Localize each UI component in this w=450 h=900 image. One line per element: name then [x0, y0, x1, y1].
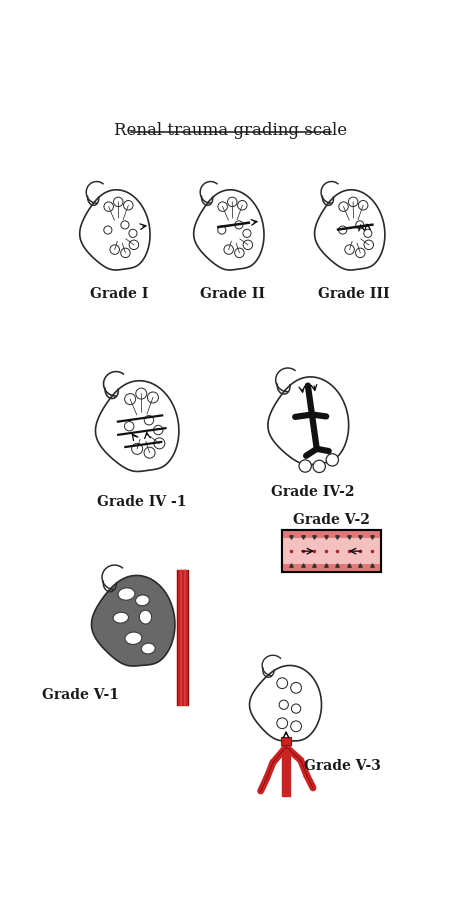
Circle shape — [277, 718, 288, 729]
Circle shape — [218, 226, 226, 234]
Circle shape — [110, 245, 119, 255]
Circle shape — [234, 248, 244, 257]
Ellipse shape — [125, 632, 142, 644]
Polygon shape — [80, 190, 150, 270]
Polygon shape — [194, 190, 264, 270]
Circle shape — [339, 202, 348, 211]
Text: Grade III: Grade III — [318, 286, 390, 301]
Polygon shape — [284, 420, 342, 461]
Circle shape — [144, 447, 155, 458]
FancyBboxPatch shape — [282, 538, 381, 563]
Circle shape — [154, 438, 165, 449]
Circle shape — [132, 444, 143, 454]
Circle shape — [125, 421, 134, 431]
Circle shape — [113, 197, 123, 207]
Polygon shape — [91, 575, 175, 666]
Text: Grade I: Grade I — [90, 286, 148, 301]
Circle shape — [235, 220, 243, 229]
Circle shape — [348, 197, 358, 207]
Text: Grade II: Grade II — [200, 286, 266, 301]
Circle shape — [339, 226, 347, 234]
Text: Grade IV -1: Grade IV -1 — [97, 495, 187, 509]
Circle shape — [129, 240, 139, 249]
Polygon shape — [366, 215, 380, 256]
Circle shape — [313, 460, 325, 473]
Circle shape — [129, 230, 137, 238]
Text: Renal trauma grading scale: Renal trauma grading scale — [114, 122, 347, 139]
Circle shape — [104, 202, 113, 211]
Circle shape — [148, 392, 158, 403]
Circle shape — [326, 454, 338, 466]
Circle shape — [238, 201, 247, 210]
Polygon shape — [249, 665, 321, 741]
Polygon shape — [315, 190, 385, 270]
Circle shape — [291, 682, 302, 693]
Text: Grade V-1: Grade V-1 — [42, 688, 119, 702]
Text: Grade IV-2: Grade IV-2 — [271, 485, 355, 500]
Circle shape — [224, 245, 234, 255]
Circle shape — [144, 416, 154, 425]
Circle shape — [136, 388, 147, 399]
Ellipse shape — [118, 588, 135, 600]
Ellipse shape — [113, 612, 129, 623]
Circle shape — [228, 197, 237, 207]
Text: Grade V-3: Grade V-3 — [304, 759, 381, 772]
Circle shape — [356, 220, 364, 229]
Ellipse shape — [141, 644, 155, 654]
Circle shape — [243, 230, 251, 238]
Circle shape — [277, 678, 288, 688]
Ellipse shape — [140, 610, 152, 624]
Circle shape — [292, 704, 301, 713]
Polygon shape — [268, 377, 349, 464]
Polygon shape — [248, 211, 261, 246]
Circle shape — [153, 426, 163, 435]
Circle shape — [291, 721, 302, 732]
Circle shape — [125, 393, 135, 405]
Circle shape — [124, 201, 133, 210]
Circle shape — [345, 245, 354, 255]
Circle shape — [104, 226, 112, 234]
Polygon shape — [135, 211, 147, 246]
Circle shape — [299, 460, 311, 473]
Circle shape — [359, 201, 368, 210]
FancyBboxPatch shape — [282, 530, 381, 538]
Polygon shape — [161, 404, 175, 444]
Circle shape — [364, 230, 372, 238]
Circle shape — [121, 220, 129, 229]
Ellipse shape — [135, 595, 149, 606]
Circle shape — [279, 700, 288, 709]
Circle shape — [364, 240, 373, 249]
Text: Grade V-2: Grade V-2 — [293, 513, 370, 526]
FancyBboxPatch shape — [282, 530, 381, 572]
FancyBboxPatch shape — [282, 563, 381, 572]
FancyBboxPatch shape — [281, 737, 291, 745]
Circle shape — [243, 240, 252, 249]
Circle shape — [218, 202, 227, 211]
Circle shape — [356, 248, 365, 257]
Polygon shape — [95, 381, 179, 472]
Circle shape — [121, 248, 130, 257]
